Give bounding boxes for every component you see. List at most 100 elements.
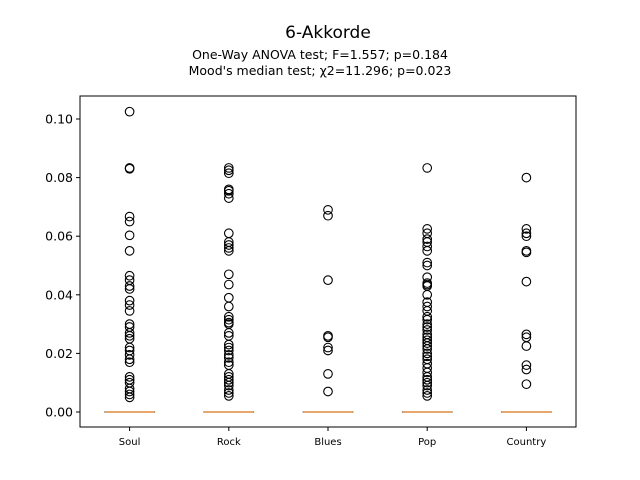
- y-tick-label: 0.10: [45, 112, 73, 127]
- outlier-point-pop: [422, 311, 433, 322]
- outlier-point-rock: [223, 193, 234, 203]
- outlier-point-country: [521, 341, 532, 351]
- outlier-point-pop: [422, 325, 433, 335]
- outlier-point-blues: [323, 342, 333, 353]
- x-tick-label-country: Country: [507, 437, 547, 448]
- outlier-point-rock: [223, 269, 234, 280]
- outlier-point-rock: [223, 377, 234, 388]
- outlier-point-pop: [422, 374, 433, 385]
- chart-subtitle-anova: One-Way ANOVA test; F=1.557; p=0.184: [192, 47, 448, 62]
- outlier-point-rock: [223, 279, 234, 290]
- outlier-point-rock: [223, 163, 234, 173]
- outlier-point-country: [521, 224, 532, 234]
- outlier-point-pop: [422, 163, 433, 173]
- outlier-point-country: [521, 329, 532, 340]
- outlier-point-country: [521, 247, 532, 258]
- outlier-point-rock: [223, 339, 234, 350]
- outlier-point-rock: [223, 342, 234, 353]
- y-tick-label: 0.00: [45, 405, 73, 420]
- outlier-point-pop: [422, 367, 433, 378]
- outlier-point-pop: [422, 319, 433, 329]
- outlier-point-rock: [223, 188, 234, 199]
- outlier-point-blues: [323, 345, 333, 356]
- plot-area: 0.00 0.02 0.04 0.06 0.08 0.10 Soul Rock Blues Pop…: [45, 106, 552, 448]
- outlier-point-pop: [422, 257, 433, 268]
- outlier-point-soul: [124, 354, 135, 365]
- outlier-point-rock: [223, 301, 234, 312]
- outlier-point-soul: [124, 300, 135, 310]
- outlier-point-soul: [124, 281, 135, 291]
- chart-subtitle-mood: Mood's median test; χ2=11.296; p=0.023: [189, 63, 452, 78]
- outlier-point-rock: [223, 168, 234, 179]
- outlier-point-soul: [124, 270, 135, 281]
- outlier-point-pop: [422, 234, 433, 244]
- outlier-point-soul: [124, 392, 135, 403]
- outlier-point-pop: [422, 380, 433, 391]
- y-tick-label: 0.04: [45, 287, 73, 302]
- outlier-point-pop: [422, 289, 433, 300]
- outlier-point-pop: [422, 391, 433, 401]
- outlier-point-rock: [223, 357, 234, 368]
- outlier-point-pop: [422, 341, 433, 351]
- outlier-point-soul: [124, 306, 135, 316]
- outlier-point-country: [521, 172, 532, 183]
- outlier-point-blues: [323, 210, 333, 221]
- y-tick-label: 0.08: [45, 170, 73, 185]
- y-tick-label: 0.02: [45, 346, 73, 361]
- outlier-point-soul: [124, 216, 135, 227]
- outlier-point-soul: [124, 386, 135, 397]
- outlier-point-pop: [422, 314, 433, 325]
- outlier-point-pop: [422, 322, 433, 332]
- outlier-point-pop: [422, 338, 433, 348]
- outlier-point-pop: [422, 388, 433, 398]
- outlier-point-blues: [323, 332, 333, 343]
- outlier-point-pop: [422, 246, 433, 256]
- outlier-point-soul: [124, 284, 135, 294]
- outlier-point-soul: [124, 350, 135, 360]
- outlier-point-rock: [223, 246, 234, 256]
- outlier-point-rock: [223, 311, 234, 322]
- outlier-point-soul: [124, 106, 135, 117]
- outlier-point-rock: [223, 185, 234, 196]
- outlier-point-rock: [223, 380, 234, 391]
- outlier-point-pop: [422, 385, 433, 395]
- outlier-point-rock: [223, 345, 234, 356]
- outlier-point-blues: [323, 369, 333, 379]
- outlier-point-rock: [223, 243, 234, 253]
- outlier-point-soul: [124, 389, 135, 400]
- outlier-point-soul: [124, 230, 135, 241]
- outlier-point-soul: [124, 330, 135, 341]
- outlier-point-rock: [223, 228, 234, 239]
- outlier-point-rock: [223, 385, 234, 395]
- outlier-point-pop: [422, 241, 433, 252]
- outlier-point-country: [521, 379, 532, 390]
- x-tick-label-soul: Soul: [119, 437, 141, 448]
- outlier-point-rock: [223, 350, 234, 360]
- outlier-point-soul: [124, 163, 135, 174]
- outlier-point-rock: [223, 388, 234, 398]
- x-tick-label-pop: Pop: [418, 437, 436, 448]
- outlier-point-pop: [422, 377, 433, 388]
- outlier-point-rock: [223, 352, 234, 363]
- outlier-point-country: [521, 360, 532, 370]
- outlier-point-rock: [223, 374, 234, 385]
- outlier-point-soul: [124, 342, 135, 353]
- outlier-point-blues: [323, 275, 333, 286]
- outlier-point-pop: [422, 224, 433, 234]
- outlier-point-pop: [422, 351, 433, 362]
- x-tick-label-blues: Blues: [314, 437, 341, 448]
- outlier-point-soul: [124, 357, 135, 368]
- plot-frame: [79, 95, 577, 428]
- outlier-point-pop: [422, 301, 433, 312]
- outlier-point-blues: [323, 204, 333, 215]
- outlier-point-country: [521, 364, 532, 375]
- outlier-point-soul: [124, 295, 135, 306]
- x-tick-label-rock: Rock: [217, 437, 241, 448]
- outlier-point-rock: [223, 328, 234, 338]
- outlier-point-pop: [422, 348, 433, 359]
- outlier-point-rock: [223, 314, 234, 325]
- outlier-point-pop: [422, 260, 433, 271]
- chart-title: 6-Akkorde: [285, 23, 371, 43]
- outlier-point-soul: [124, 211, 135, 222]
